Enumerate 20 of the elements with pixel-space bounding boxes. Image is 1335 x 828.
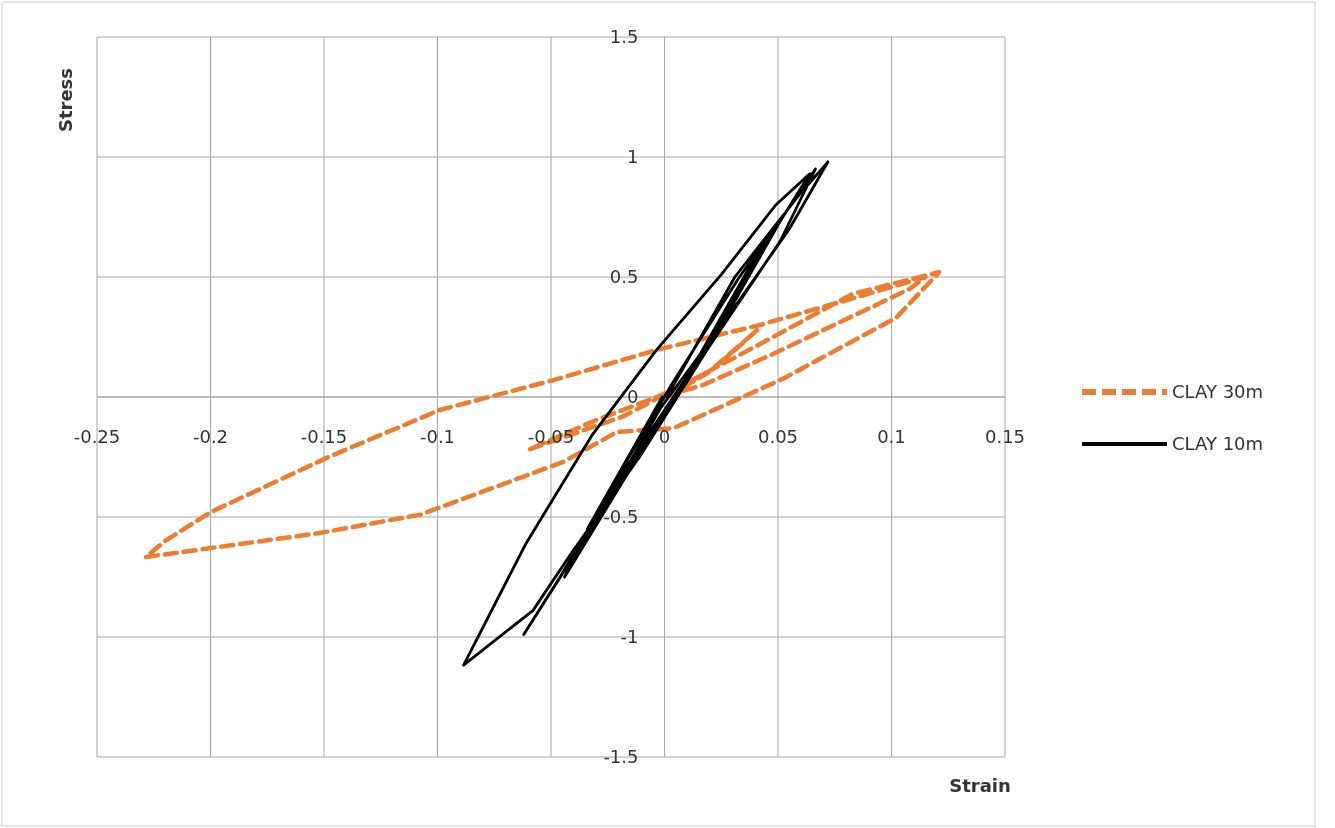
y-tick-label: 0.5 — [609, 266, 639, 288]
x-tick-label: 0 — [658, 426, 671, 447]
y-tick-label: -0.5 — [603, 506, 639, 528]
x-tick-label: -0.15 — [300, 426, 348, 447]
line-series — [143, 269, 942, 560]
x-axis-title: Strain — [949, 775, 1011, 796]
y-tick-label: -1 — [620, 626, 639, 648]
y-axis-title: Stress — [55, 67, 76, 133]
y-tick-label: -1.5 — [603, 746, 639, 768]
x-tick-label: 0.1 — [877, 426, 906, 447]
x-tick-label: -0.2 — [192, 426, 229, 447]
x-tick-label: -0.1 — [419, 426, 456, 447]
x-tick-label: 0.15 — [984, 426, 1026, 447]
legend-label: CLAY 10m — [1172, 433, 1264, 455]
y-tick-label: 1 — [627, 146, 639, 168]
y-tick-label: 1.5 — [609, 26, 639, 48]
y-tick-label: 0 — [627, 386, 639, 408]
x-tick-label: 0.05 — [757, 426, 799, 447]
legend-label: CLAY 30m — [1172, 381, 1264, 403]
x-tick-label: -0.25 — [73, 426, 121, 447]
